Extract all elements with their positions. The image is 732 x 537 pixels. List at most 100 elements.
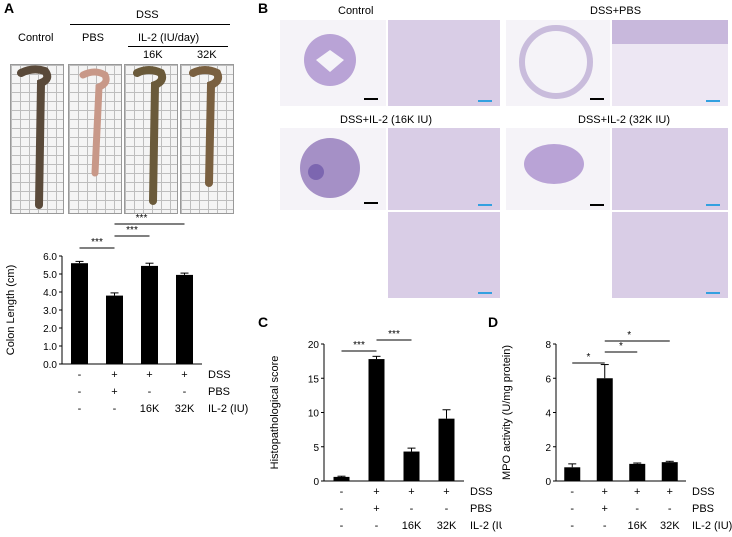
bar	[661, 462, 678, 481]
histo-32k-low-image	[524, 144, 584, 184]
treatment-value: +	[181, 369, 187, 381]
treatment-value: 32K	[437, 520, 457, 532]
treatment-row-label: DSS	[692, 486, 715, 498]
panel-label-a: A	[4, 0, 15, 16]
treatment-value: -	[340, 486, 344, 498]
treatment-value: -	[410, 503, 414, 515]
bar	[71, 263, 88, 364]
scalebar-blue	[478, 292, 492, 294]
treatment-value: -	[570, 486, 574, 498]
histo-control-low	[280, 20, 386, 106]
treatment-value: -	[340, 503, 344, 515]
treatment-value: +	[373, 486, 379, 498]
colon-photo-control	[10, 64, 64, 214]
histo-control-high	[388, 20, 500, 106]
scalebar-black	[364, 202, 378, 204]
treatment-value: 16K	[140, 403, 160, 415]
treatment-value: 16K	[402, 520, 422, 532]
treatment-value: +	[667, 486, 673, 498]
histo-dss-pbs-high	[612, 20, 728, 106]
treatment-value: 32K	[175, 403, 195, 415]
histo-32k-low	[506, 128, 610, 210]
significance-label: ***	[91, 237, 103, 248]
y-tick-label: 2.0	[43, 324, 57, 335]
chart-colon-length: 0.0 1.0 2.0 3.0 4.0 5.0 6.0 Colon Length (cm) **…	[5, 213, 248, 415]
treatment-row-label: DSS	[470, 486, 493, 498]
histo-label-il2-16k: DSS+IL-2 (16K IU)	[340, 114, 433, 126]
treatment-value: +	[111, 369, 117, 381]
treatment-value: 32K	[660, 520, 680, 532]
col-label-32k: 32K	[197, 49, 217, 61]
colon-photo-32k	[180, 64, 234, 214]
treatment-value: -	[375, 520, 379, 532]
treatment-value: -	[78, 403, 82, 415]
colon-16k-image	[133, 66, 167, 205]
treatment-value: +	[146, 369, 152, 381]
histo-dss-pbs-low-image	[519, 25, 593, 99]
treatment-value: +	[373, 503, 379, 515]
scalebar-blue	[478, 100, 492, 102]
panel-label-b: B	[258, 0, 269, 16]
y-axis-label: Colon Length (cm)	[5, 265, 17, 356]
histo-label-control: Control	[338, 5, 374, 17]
significance-label: ***	[126, 225, 138, 236]
histo-16k-low	[280, 128, 386, 210]
significance-label: ***	[388, 330, 400, 340]
treatment-value: -	[603, 520, 607, 532]
histo-16k-low-image	[300, 138, 360, 198]
col-label-control: Control	[18, 32, 54, 44]
histo-16k-high-2	[388, 212, 500, 298]
bar	[176, 274, 193, 364]
treatment-row-label: IL-2 (IU)	[208, 403, 248, 415]
y-tick-label: 6	[545, 374, 551, 385]
significance-label: *	[619, 341, 623, 352]
significance-label: ***	[353, 340, 365, 351]
y-tick-label: 0.0	[43, 360, 57, 371]
panel-label-c: C	[258, 314, 269, 330]
colon-pbs-image	[79, 68, 110, 177]
scalebar-blue	[706, 100, 720, 102]
scalebar-black	[590, 98, 604, 100]
treatment-row-label: PBS	[208, 386, 230, 398]
treatment-value: -	[570, 520, 574, 532]
scalebar-black	[364, 98, 378, 100]
treatment-value: -	[78, 386, 82, 398]
significance-label: ***	[136, 213, 148, 224]
treatment-value: -	[78, 369, 82, 381]
treatment-value: -	[148, 386, 152, 398]
scalebar-blue	[706, 204, 720, 206]
col-label-16k: 16K	[143, 49, 163, 61]
y-tick-label: 8	[545, 340, 551, 351]
histo-dss-pbs-low	[506, 20, 610, 106]
histo-label-dss-pbs: DSS+PBS	[590, 5, 642, 17]
y-axis-label: MPO activity (U/mg protein)	[501, 345, 513, 480]
histo-label-il2-32k: DSS+IL-2 (32K IU)	[578, 114, 671, 126]
y-tick-label: 15	[308, 374, 320, 385]
y-tick-label: 2	[545, 443, 551, 454]
y-axis-label: Histopathological score	[269, 356, 281, 470]
colon-control-image	[17, 65, 52, 209]
scalebar-blue	[706, 292, 720, 294]
significance-label: *	[627, 330, 631, 341]
chart-mpo-activity: 0 2 4 6 8 MPO activity (U/mg protein) * * * - + + + D…	[501, 330, 732, 532]
treatment-row-label: IL-2 (IU)	[470, 520, 502, 532]
histo-32k-high	[612, 128, 728, 210]
colon-photo-16k	[124, 64, 178, 214]
y-tick-label: 3.0	[43, 306, 57, 317]
colon-photo-pbs	[68, 64, 122, 214]
epithelium-band	[612, 20, 728, 44]
treatment-value: -	[635, 503, 639, 515]
bar	[106, 295, 123, 364]
col-label-pbs: PBS	[82, 32, 105, 44]
bar	[596, 378, 613, 481]
y-tick-label: 4	[545, 409, 551, 420]
treatment-value: +	[111, 386, 117, 398]
y-tick-label: 5	[313, 443, 319, 454]
y-tick-label: 5.0	[43, 270, 57, 281]
histo-32k-high-2	[612, 212, 728, 298]
y-tick-label: 10	[308, 409, 320, 420]
histo-control-low-image	[304, 34, 356, 86]
y-tick-label: 1.0	[43, 342, 57, 353]
bar	[333, 476, 350, 481]
